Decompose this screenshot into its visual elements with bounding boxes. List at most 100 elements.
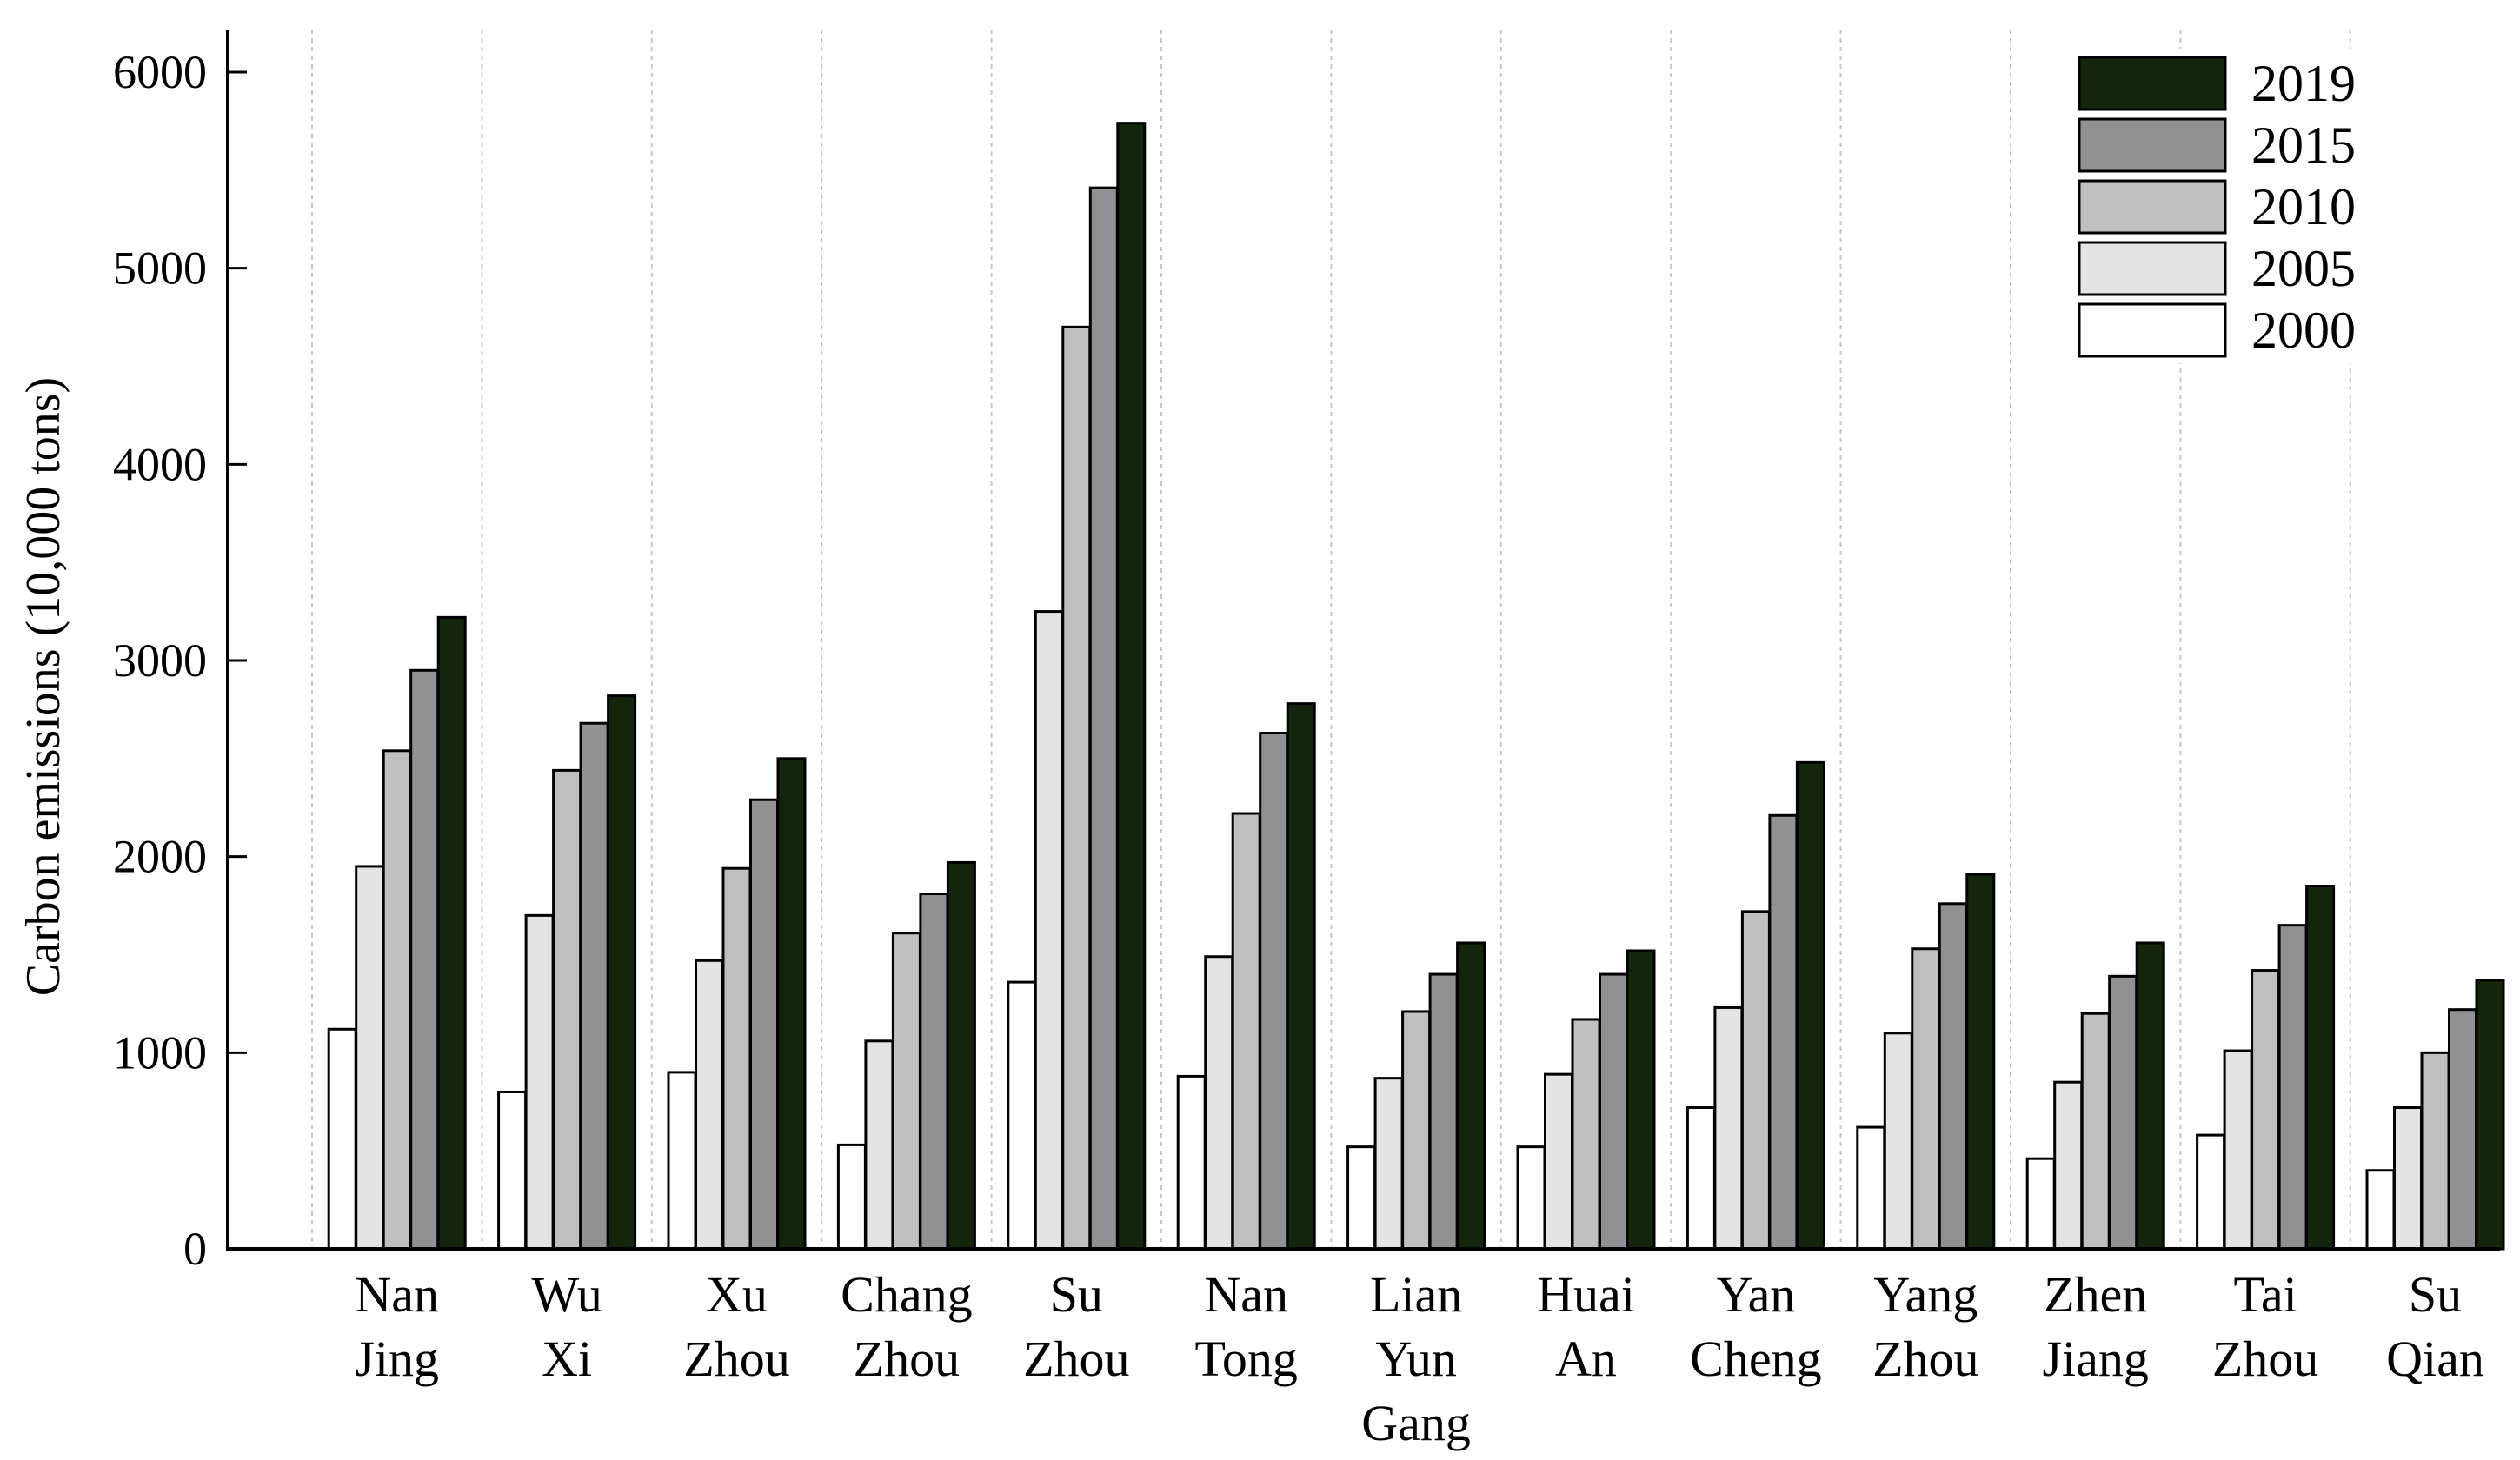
x-tick-label: An — [1555, 1331, 1617, 1387]
y-tick-label: 6000 — [113, 46, 207, 98]
y-tick-label: 3000 — [113, 634, 207, 687]
bar-2005 — [1204, 955, 1234, 1251]
city-separators — [311, 30, 2351, 1249]
x-tick-label: Zhou — [1872, 1331, 1978, 1387]
x-tick-label: Gang — [1361, 1395, 1471, 1451]
bar-2005 — [1544, 1072, 1573, 1251]
bar-2019 — [1626, 949, 1656, 1251]
y-axis-label: Carbon emissions (10,000 tons) — [17, 377, 70, 996]
legend-swatch-2000 — [2078, 302, 2227, 358]
x-tick-label: Zhou — [854, 1331, 960, 1387]
legend-swatch-2010 — [2078, 179, 2227, 235]
bar-2010 — [1401, 1010, 1432, 1251]
bar-2005 — [2393, 1106, 2423, 1251]
y-tick-label: 4000 — [113, 438, 207, 490]
bar-2000 — [836, 1143, 867, 1251]
bar-2010 — [2080, 1012, 2111, 1251]
bar-2000 — [497, 1090, 528, 1251]
x-tick-label: Zhou — [683, 1331, 789, 1387]
bar-2015 — [409, 668, 440, 1251]
bar-2000 — [327, 1027, 357, 1251]
bar-2019 — [2305, 885, 2336, 1251]
bar-2015 — [2108, 974, 2138, 1251]
bar-2015 — [2277, 924, 2308, 1251]
x-tick-label: Lian — [1370, 1266, 1462, 1323]
bar-2010 — [1911, 947, 1941, 1251]
x-tick-label: Nan — [1204, 1266, 1288, 1323]
x-tick-label: Qian — [2386, 1331, 2484, 1387]
bar-2010 — [382, 749, 412, 1251]
bar-2019 — [2475, 979, 2505, 1251]
legend-label: 2000 — [2251, 302, 2356, 359]
bar-2005 — [1373, 1077, 1404, 1251]
bar-2019 — [1116, 122, 1147, 1251]
legend-label: 2005 — [2251, 240, 2356, 297]
bar-2010 — [1571, 1018, 1601, 1251]
bar-2005 — [695, 959, 724, 1251]
bar-2010 — [552, 768, 582, 1251]
bar-2000 — [1856, 1125, 1886, 1251]
bar-2015 — [2448, 1008, 2477, 1251]
bar-2019 — [2135, 941, 2165, 1251]
bar-2000 — [1346, 1145, 1377, 1251]
bar-2019 — [436, 615, 467, 1251]
bar-2005 — [864, 1039, 894, 1251]
legend-label: 2019 — [2251, 55, 2356, 112]
legend-swatch-2015 — [2078, 117, 2227, 173]
y-tick-label: 5000 — [113, 242, 207, 295]
x-tick-label: Jing — [355, 1331, 439, 1387]
x-tick-label: Zhou — [1023, 1331, 1129, 1387]
bar-2019 — [1286, 702, 1316, 1251]
bar-2015 — [749, 798, 779, 1251]
x-tick-label: Yan — [1716, 1266, 1795, 1323]
bar-2015 — [1599, 972, 1628, 1251]
bar-2019 — [776, 757, 807, 1251]
bar-2000 — [2025, 1157, 2056, 1251]
x-tick-label: Zhen — [2044, 1266, 2147, 1323]
legend-swatch-2019 — [2078, 56, 2227, 111]
bar-2019 — [946, 860, 976, 1251]
bar-2000 — [1686, 1106, 1716, 1251]
bar-2010 — [1740, 910, 1771, 1251]
x-tick-label: Xu — [706, 1266, 768, 1323]
bar-2010 — [2251, 969, 2281, 1251]
bar-2019 — [1965, 873, 1996, 1251]
x-tick-label: Nan — [355, 1266, 439, 1323]
bar-2000 — [2365, 1169, 2396, 1251]
x-tick-label: Yang — [1873, 1266, 1978, 1323]
bar-2015 — [1088, 186, 1119, 1251]
x-tick-labels: Nan Jing Wu Xi Xu Zhou Chang Zhou Su Zhou Nan Tong L… — [355, 1266, 2484, 1451]
bar-2010 — [721, 866, 752, 1251]
bar-2010 — [1061, 325, 1092, 1251]
bar-2010 — [2420, 1051, 2450, 1251]
y-ticks: 0 1000 2000 3000 4000 5000 6000 — [113, 46, 247, 1275]
bar-2015 — [1938, 902, 1968, 1251]
x-tick-label: Huai — [1537, 1266, 1635, 1323]
bar-2005 — [1034, 610, 1064, 1251]
legend-label: 2010 — [2251, 178, 2356, 236]
y-tick-label: 1000 — [113, 1026, 207, 1078]
y-tick-label: 0 — [183, 1223, 207, 1275]
bar-2005 — [524, 913, 555, 1251]
bar-2000 — [1007, 980, 1037, 1251]
x-tick-label: Xi — [542, 1331, 592, 1387]
bar-2019 — [607, 694, 637, 1251]
x-tick-label: Tai — [2233, 1266, 2297, 1323]
bar-2000 — [2196, 1133, 2226, 1251]
bars — [327, 122, 2505, 1251]
x-tick-label: Su — [1050, 1266, 1103, 1323]
x-tick-label: Yun — [1375, 1331, 1456, 1387]
legend-label: 2015 — [2251, 116, 2356, 174]
bar-2005 — [1713, 1005, 1744, 1251]
bar-2005 — [2053, 1080, 2084, 1251]
bar-2000 — [1516, 1145, 1546, 1251]
bar-2019 — [1456, 941, 1486, 1251]
bar-2005 — [355, 865, 385, 1251]
x-tick-label: Su — [2409, 1266, 2462, 1323]
y-tick-label: 2000 — [113, 831, 207, 883]
legend-swatch-2005 — [2078, 241, 2227, 296]
bar-2005 — [1883, 1032, 1913, 1251]
bar-2015 — [1428, 972, 1459, 1251]
